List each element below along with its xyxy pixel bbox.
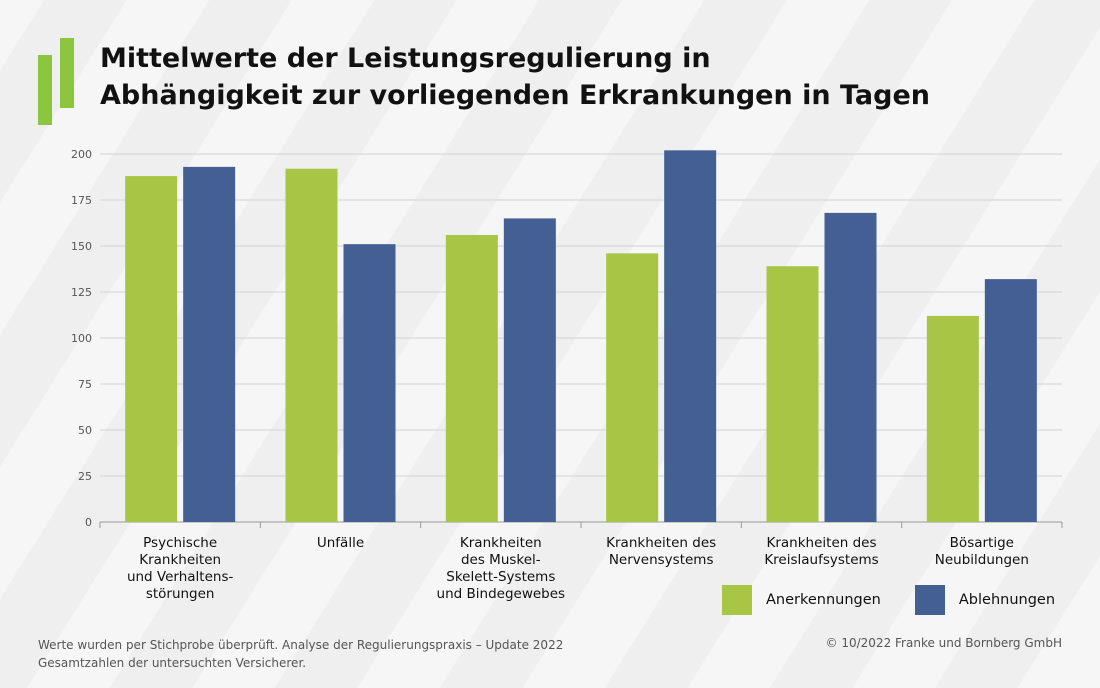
x-category-label-line: Bösartige [949,535,1014,551]
logo-bar-left [38,55,52,125]
bar-ablehnungen [824,212,877,522]
x-category-label-line: Krankheiten des [606,535,717,551]
y-tick-label: 75 [78,378,92,391]
x-category-label-line: Nervensystems [608,552,714,568]
bar-anerkennungen [125,176,178,522]
bar-ablehnungen [183,166,236,522]
x-category-label-line: Unfälle [316,535,365,551]
copyright: © 10/2022 Franke und Bornberg GmbH [825,636,1062,650]
bar-anerkennungen [606,253,659,523]
bar-ablehnungen [984,279,1037,522]
x-category-label-line: des Muskel- [460,552,541,568]
x-category-label-line: Krankheiten des [766,535,877,551]
x-category-label-line: Skelett-Systems [446,569,556,585]
y-tick-label: 150 [71,240,92,253]
bar-ablehnungen [664,150,717,522]
logo-bar-right [60,38,74,108]
legend: Anerkennungen Ablehnungen [722,585,1055,615]
x-category-label-line: Neubildungen [934,552,1029,568]
legend-label-anerkennungen: Anerkennungen [766,592,881,608]
legend-label-ablehnungen: Ablehnungen [958,592,1056,608]
y-tick-label: 25 [78,470,92,483]
bar-ablehnungen [503,218,556,522]
bar-anerkennungen [926,315,979,522]
y-tick-label: 175 [71,194,92,207]
footer-note-line-1: Werte wurden per Stichprobe überprüft. A… [38,638,564,652]
x-category-label: Krankheiten des Kreislaufsystems [742,535,902,569]
y-tick-label: 0 [85,516,92,529]
x-category-label: Bösartige Neubildungen [902,535,1062,569]
bar-ablehnungen [343,244,396,522]
legend-item-anerkennungen: Anerkennungen [722,585,881,615]
y-tick-label: 100 [71,332,92,345]
y-tick-label: 125 [71,286,92,299]
legend-item-ablehnungen: Ablehnungen [914,585,1056,615]
chart-title-line-2: Abhängigkeit zur vorliegenden Erkrankung… [100,80,930,111]
bar-anerkennungen [285,168,338,522]
x-category-label: Psychische Krankheiten und Verhaltens-stör… [100,535,260,603]
chart-title: Mittelwerte der Leistungsregulierung in … [100,40,1060,114]
x-category-label-line: und Bindegewebes [436,586,566,602]
legend-swatch-anerkennungen [722,585,752,615]
x-category-label: Krankheiten des Muskel- Skelett-Systems und… [421,535,581,603]
x-category-label-line: Kreislaufsystems [764,552,879,568]
x-category-label: Unfälle [261,535,421,552]
y-tick-label: 50 [78,424,92,437]
x-category-label: Krankheiten des Nervensystems [581,535,741,569]
x-category-label-line: und Verhaltens- [126,569,234,585]
bar-anerkennungen [766,266,819,522]
x-category-label-line: Krankheiten [139,552,222,568]
footer-note: Werte wurden per Stichprobe überprüft. A… [38,636,563,672]
x-category-label-line: störungen [145,586,215,602]
legend-swatch-ablehnungen [914,585,945,615]
footer-note-line-2: Gesamtzahlen der untersuchten Versichere… [38,656,307,670]
bar-anerkennungen [445,234,498,522]
y-tick-label: 200 [71,148,92,161]
chart-title-line-1: Mittelwerte der Leistungsregulierung in [100,43,711,74]
x-category-label-line: Psychische [143,535,218,551]
x-category-label-line: Krankheiten [459,535,542,551]
